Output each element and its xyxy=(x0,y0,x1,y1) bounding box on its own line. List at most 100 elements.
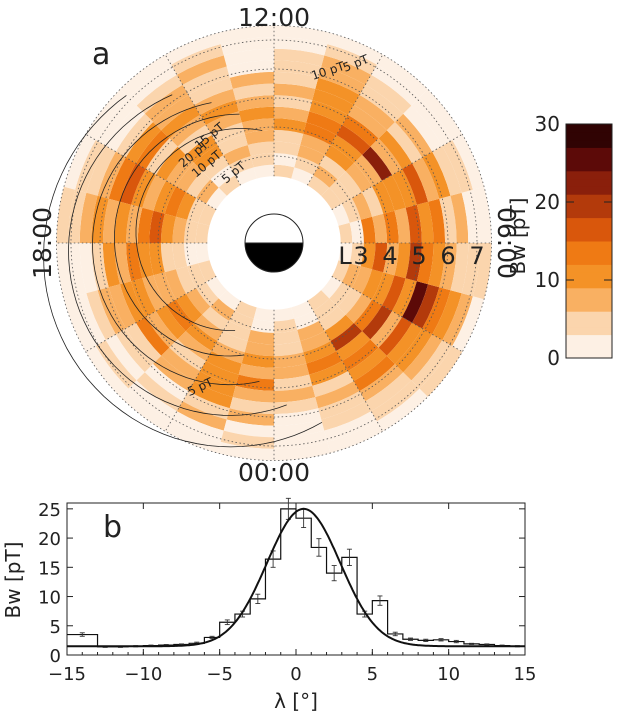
colorbar-swatch xyxy=(566,303,612,312)
heatmap-cell xyxy=(318,66,366,95)
heatmap-cell xyxy=(120,388,172,432)
heatmap-cell xyxy=(331,260,350,283)
heatmap-cell xyxy=(324,145,354,172)
heatmap-cell xyxy=(321,276,342,299)
heatmap-cell xyxy=(274,60,322,78)
heatmap-cell xyxy=(362,146,393,181)
gaussian-fit-line xyxy=(67,507,525,648)
heatmap-cell xyxy=(229,397,274,415)
heatmap-cell xyxy=(371,380,420,422)
heatmap-cell xyxy=(274,385,316,403)
heatmap-cell xyxy=(394,113,433,158)
heatmap-cell xyxy=(412,157,440,202)
heatmap-cell xyxy=(274,430,328,449)
heatmap-cell xyxy=(330,322,363,351)
heatmap-cell xyxy=(175,192,197,220)
heatmap-cell xyxy=(365,372,412,412)
colorbar-swatch xyxy=(566,342,612,351)
colorbar-swatch xyxy=(566,311,612,320)
heatmap-cell xyxy=(337,171,362,199)
heatmap-cell xyxy=(309,361,348,386)
heatmap-cell xyxy=(145,138,178,175)
heatmap-cell xyxy=(402,163,429,205)
mlt-label-noon: 12:00 xyxy=(238,3,310,32)
x-tick-label: 0 xyxy=(290,664,301,685)
contour-lines xyxy=(43,94,323,448)
contour-line xyxy=(135,128,263,331)
heatmap-cell xyxy=(370,311,403,348)
heatmap-cell xyxy=(347,347,387,382)
contour-line xyxy=(113,113,245,357)
heatmap-cell xyxy=(176,55,227,85)
heatmap-cell xyxy=(137,207,154,243)
heatmap-cell xyxy=(274,141,301,157)
heatmap-cell xyxy=(313,298,338,321)
axis-ticks: −15 −10 −5 0 5 10 15 0 5 10 15 20 25 xyxy=(38,500,536,685)
heatmap-cell xyxy=(309,100,348,125)
heatmap-cell xyxy=(394,243,411,279)
colorbar-swatch xyxy=(566,147,612,156)
heatmap-cell xyxy=(294,156,319,176)
heatmap-cell xyxy=(274,71,319,89)
heatmap-cell xyxy=(176,293,203,323)
heatmap-cell xyxy=(155,146,186,181)
heatmap-cell xyxy=(142,174,167,211)
heatmap-cell xyxy=(345,163,372,193)
heatmap-cell xyxy=(439,243,457,291)
colorbar-swatch xyxy=(566,163,612,172)
heatmap-cell xyxy=(318,391,366,420)
colorbar-tick-label: 10 xyxy=(535,268,560,292)
heatmap-cell xyxy=(210,165,235,188)
heatmap-cell xyxy=(250,318,274,333)
x-tick-label: 5 xyxy=(367,664,378,685)
heatmap-cell xyxy=(452,296,485,352)
mlt-label-dusk: 18:00 xyxy=(28,207,57,279)
heatmap-cell xyxy=(297,320,325,342)
heatmap-cell xyxy=(196,179,219,204)
heatmap-cell xyxy=(394,207,411,243)
heatmap-cell xyxy=(171,411,224,442)
heatmap-cell xyxy=(68,189,87,243)
heatmap-cell xyxy=(306,111,343,136)
heatmap-cell xyxy=(450,192,469,243)
contour-line xyxy=(68,94,287,416)
heatmap-cell xyxy=(144,363,189,402)
heatmap-cell xyxy=(241,352,274,368)
heatmap-cell xyxy=(142,275,167,312)
heatmap-cell xyxy=(274,441,331,461)
heatmap-cell xyxy=(232,83,274,101)
heatmap-cell xyxy=(461,189,480,243)
colorbar-swatch xyxy=(566,139,612,148)
y-tick-label: 20 xyxy=(38,529,61,550)
heatmap-cell xyxy=(200,361,239,386)
heatmap-cell xyxy=(86,290,116,341)
heatmap-cell xyxy=(161,104,201,139)
heatmap-cell xyxy=(372,213,388,243)
colorbar-swatch xyxy=(566,280,612,289)
heatmap-cell xyxy=(347,104,387,139)
x-tick-label: −5 xyxy=(206,664,233,685)
heatmap-cell xyxy=(206,187,227,210)
colorbar-swatch xyxy=(566,295,612,304)
heatmap-cell xyxy=(274,129,304,145)
heatmap-cell xyxy=(274,164,295,179)
heatmap-cell xyxy=(186,171,211,199)
grid-spoke xyxy=(164,300,241,432)
heatmap-cell xyxy=(274,106,310,123)
heatmap-cell xyxy=(120,54,172,98)
heatmap-cell xyxy=(247,329,274,345)
y-tick-label: 0 xyxy=(50,646,61,667)
heatmap-cell xyxy=(274,318,298,333)
heatmap-cell xyxy=(329,179,352,204)
heatmap-cell xyxy=(274,374,313,391)
heatmap-cell xyxy=(461,243,480,297)
heatmap-cell xyxy=(307,290,330,311)
heatmap-cell xyxy=(402,281,429,323)
heatmap-cell xyxy=(336,124,371,155)
heatmap-cell xyxy=(202,306,230,331)
heatmap-cell xyxy=(330,135,363,164)
heatmap-cell xyxy=(184,243,199,267)
heatmap-cell xyxy=(244,129,274,145)
colorbar-tick-label: 0 xyxy=(547,346,560,370)
